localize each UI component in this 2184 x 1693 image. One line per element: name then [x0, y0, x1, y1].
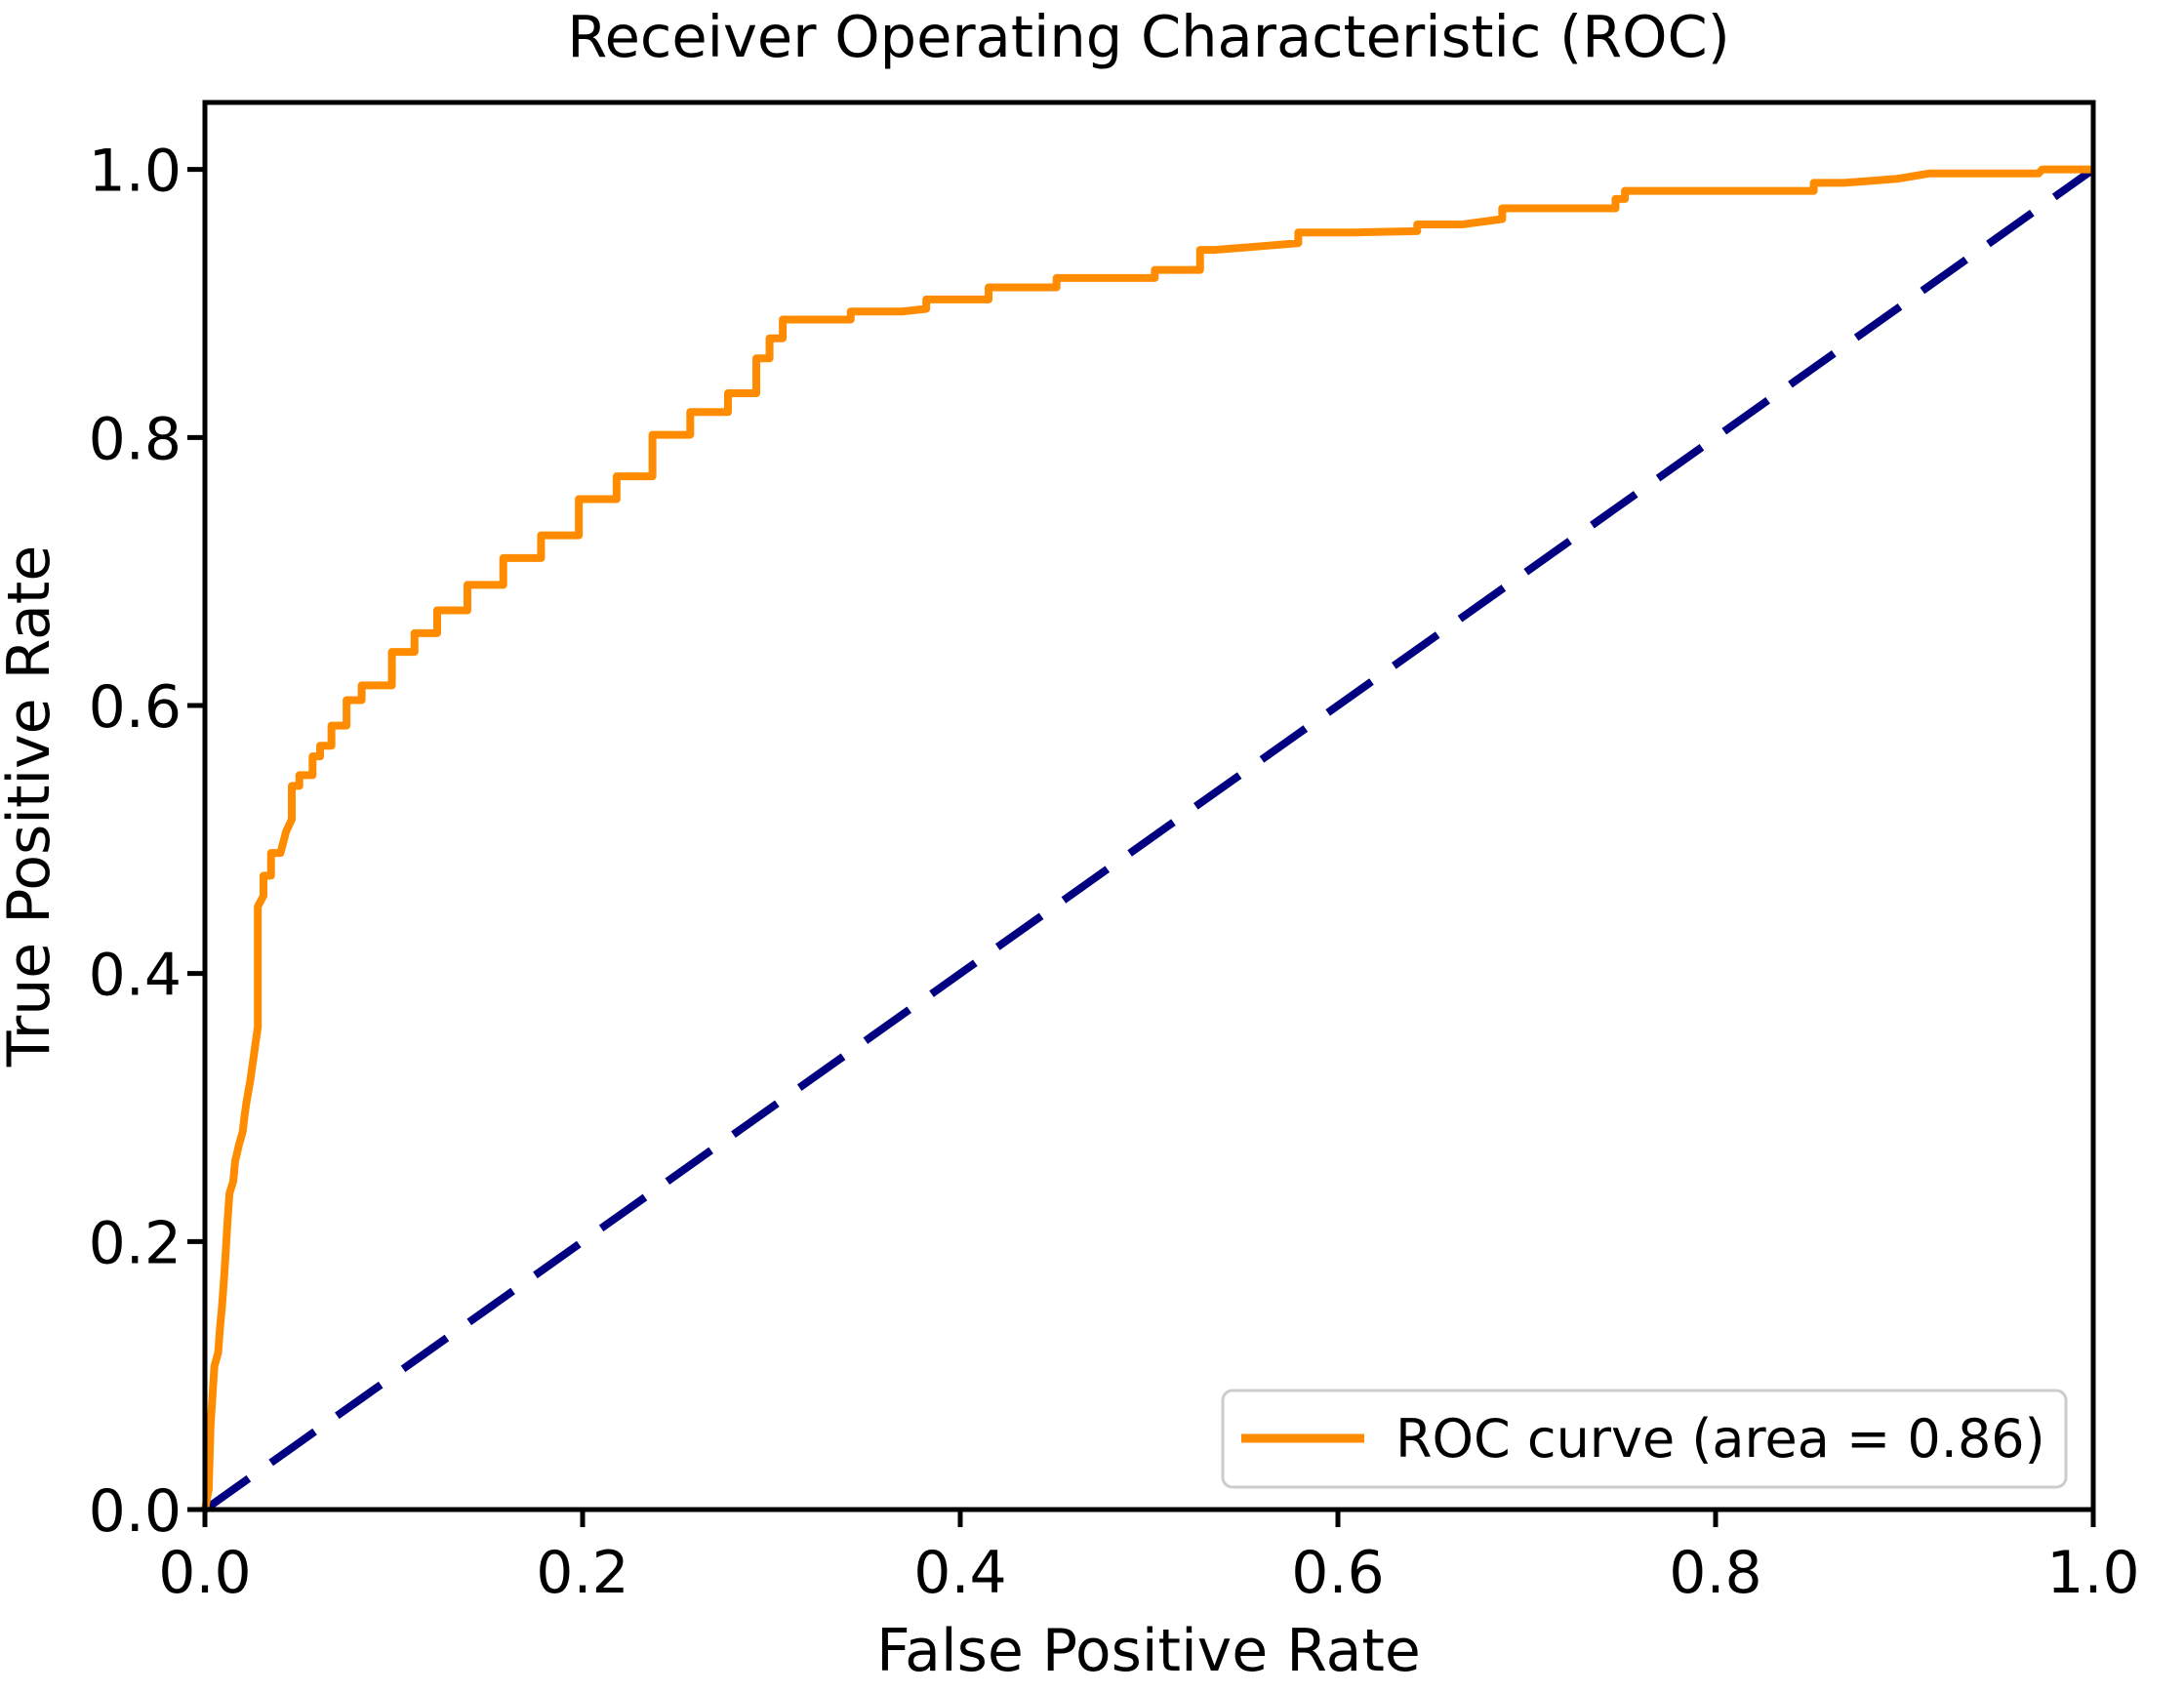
x-tick-label: 1.0	[2046, 1539, 2139, 1607]
y-tick-label: 0.4	[89, 942, 182, 1010]
y-tick-label: 1.0	[89, 138, 182, 206]
chart-title: Receiver Operating Characteristic (ROC)	[567, 3, 1730, 70]
x-axis-ticks: 0.0 0.2 0.4 0.6 0.8 1.0	[158, 1510, 2140, 1607]
chance-diagonal-line	[202, 166, 2096, 1513]
y-tick-label: 0.2	[89, 1209, 182, 1277]
plot-series	[201, 165, 2096, 1513]
legend-box	[1221, 1389, 2068, 1489]
plot-area-border	[202, 100, 2096, 1512]
legend: ROC curve (area = 0.86)	[1221, 1389, 2068, 1489]
y-tick-label: 0.6	[89, 673, 182, 742]
y-tick-label: 0.8	[89, 405, 182, 473]
y-axis-ticks: 0.0 0.2 0.4 0.6 0.8 1.0	[89, 138, 205, 1546]
x-tick-label: 0.4	[913, 1539, 1006, 1607]
y-axis-label: True Positive Rate	[0, 545, 63, 1068]
roc-curve-line	[201, 165, 2093, 1511]
x-tick-label: 0.6	[1291, 1539, 1384, 1607]
x-tick-label: 0.0	[158, 1539, 251, 1607]
x-axis-label: False Positive Rate	[876, 1617, 1421, 1685]
x-tick-label: 0.2	[536, 1539, 628, 1607]
y-tick-label: 0.0	[89, 1477, 182, 1546]
legend-roc-label: ROC curve (area = 0.86)	[1395, 1408, 2045, 1470]
x-tick-label: 0.8	[1669, 1539, 1761, 1607]
